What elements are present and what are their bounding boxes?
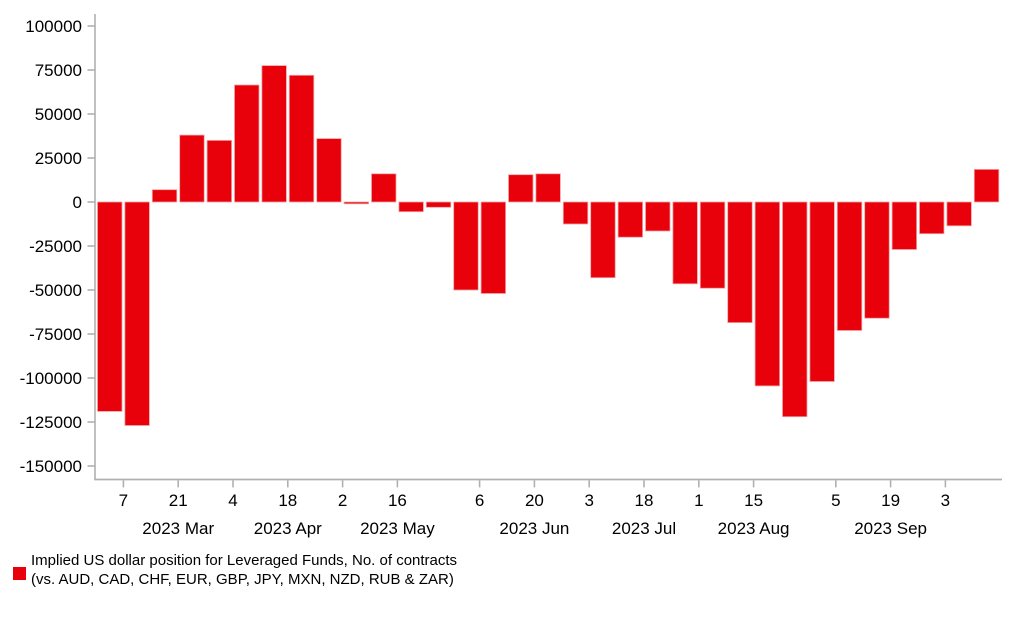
y-tick-label: -150000	[20, 457, 82, 476]
x-tick-label: 16	[388, 491, 407, 510]
bar	[919, 201, 945, 235]
bar	[371, 173, 397, 203]
x-tick-label: 7	[119, 491, 128, 510]
bar	[699, 201, 726, 289]
bar	[617, 201, 643, 238]
bar	[836, 201, 863, 331]
month-label: 2023 Jul	[612, 519, 676, 538]
x-tick-label: 1	[694, 491, 703, 510]
bar	[316, 138, 342, 203]
y-tick-label: -25000	[29, 237, 82, 256]
bar	[535, 173, 561, 203]
bar	[891, 201, 917, 250]
bar	[261, 65, 287, 203]
y-tick-label: -75000	[29, 325, 82, 344]
bar	[782, 201, 808, 418]
bar	[562, 201, 589, 225]
x-tick-label: 3	[584, 491, 593, 510]
legend-line-1: Implied US dollar position for Leveraged…	[31, 552, 458, 569]
x-tick-label: 21	[169, 491, 188, 510]
x-tick-label: 3	[941, 491, 950, 510]
y-tick-label: 0	[73, 193, 82, 212]
bar	[480, 201, 507, 294]
bar	[179, 134, 205, 203]
y-tick-label: -100000	[20, 369, 82, 388]
bar	[809, 201, 835, 382]
y-tick-label: 25000	[35, 149, 82, 168]
y-tick-label: -125000	[20, 413, 82, 432]
x-tick-label: 5	[831, 491, 840, 510]
bar	[946, 201, 972, 227]
month-label: 2023 May	[360, 519, 435, 538]
x-tick-label: 18	[278, 491, 297, 510]
bar	[206, 139, 233, 203]
bar	[234, 84, 260, 203]
month-label: 2023 Sep	[854, 519, 927, 538]
legend: Implied US dollar position for Leveraged…	[13, 551, 457, 589]
x-tick-label: 6	[475, 491, 484, 510]
bar	[508, 174, 534, 203]
x-tick-label: 20	[525, 491, 544, 510]
x-tick-label: 15	[744, 491, 763, 510]
bar	[590, 201, 616, 279]
bar	[398, 201, 424, 213]
legend-swatch-icon	[13, 567, 26, 580]
bar	[453, 201, 479, 291]
bar	[645, 201, 671, 232]
bar	[288, 74, 315, 203]
bar	[343, 201, 370, 205]
bar	[864, 201, 890, 319]
y-tick-label: 100000	[25, 17, 82, 36]
bar	[151, 189, 178, 203]
legend-label: Implied US dollar position for Leveraged…	[31, 551, 457, 589]
bar	[973, 168, 1000, 203]
bar	[124, 201, 150, 426]
bar	[425, 201, 452, 208]
x-tick-label: 19	[881, 491, 900, 510]
bar	[97, 201, 123, 412]
y-tick-label: 75000	[35, 61, 82, 80]
x-tick-label: 2	[338, 491, 347, 510]
bar-chart: 100000 75000 50000 25000 0 -25000 -50000 -75000…	[20, 14, 1002, 538]
bar	[754, 201, 780, 387]
month-label: 2023 Jun	[499, 519, 569, 538]
x-tick-label: 4	[228, 491, 237, 510]
legend-line-2: (vs. AUD, CAD, CHF, EUR, GBP, JPY, MXN, …	[31, 571, 454, 588]
bar	[672, 201, 698, 285]
bar	[727, 201, 753, 323]
month-label: 2023 Mar	[142, 519, 214, 538]
x-tick-label: 18	[635, 491, 654, 510]
y-tick-label: -50000	[29, 281, 82, 300]
month-label: 2023 Aug	[718, 519, 790, 538]
y-tick-label: 50000	[35, 105, 82, 124]
month-label: 2023 Apr	[254, 519, 322, 538]
